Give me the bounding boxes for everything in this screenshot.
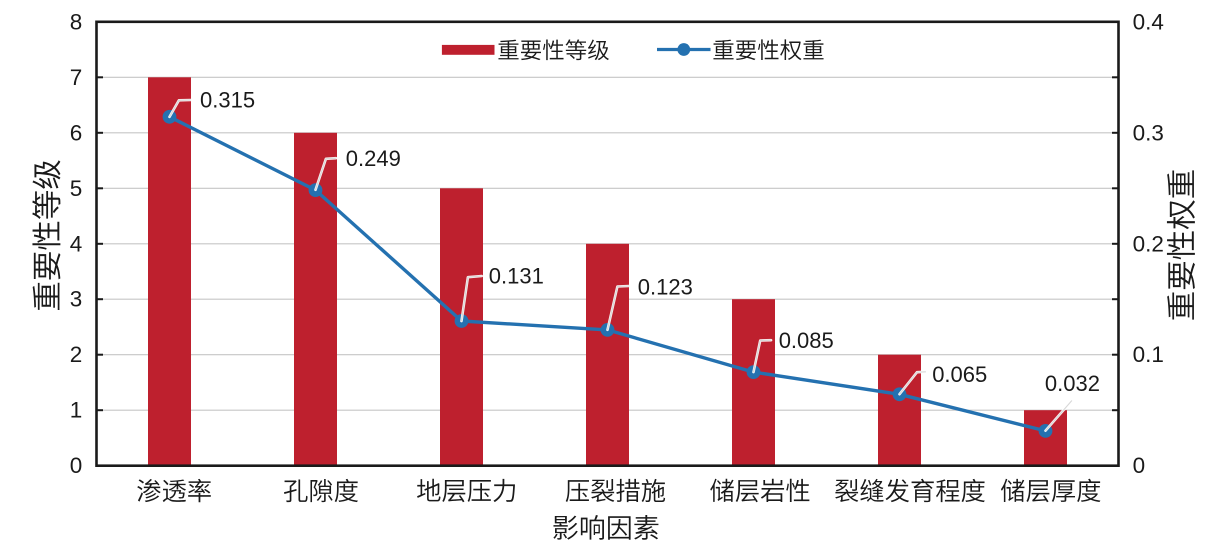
svg-text:0.131: 0.131 [489, 263, 544, 288]
svg-text:7: 7 [70, 65, 83, 90]
svg-text:0.032: 0.032 [1045, 371, 1100, 396]
svg-text:0: 0 [70, 453, 83, 478]
svg-text:4: 4 [70, 231, 83, 256]
svg-text:3: 3 [70, 287, 83, 312]
svg-text:8: 8 [70, 9, 83, 34]
svg-text:0.249: 0.249 [346, 146, 401, 171]
svg-text:0.2: 0.2 [1133, 231, 1164, 256]
svg-text:6: 6 [70, 120, 83, 145]
svg-text:5: 5 [70, 176, 83, 201]
svg-text:0.4: 0.4 [1133, 9, 1164, 34]
svg-text:0.065: 0.065 [932, 362, 987, 387]
svg-text:0.085: 0.085 [779, 328, 834, 353]
svg-text:0.123: 0.123 [638, 275, 693, 300]
svg-text:2: 2 [70, 342, 83, 367]
svg-text:0.1: 0.1 [1133, 342, 1164, 367]
svg-text:0.3: 0.3 [1133, 120, 1164, 145]
svg-text:1: 1 [70, 398, 83, 423]
svg-text:0: 0 [1133, 453, 1146, 478]
svg-text:0.315: 0.315 [200, 88, 255, 113]
